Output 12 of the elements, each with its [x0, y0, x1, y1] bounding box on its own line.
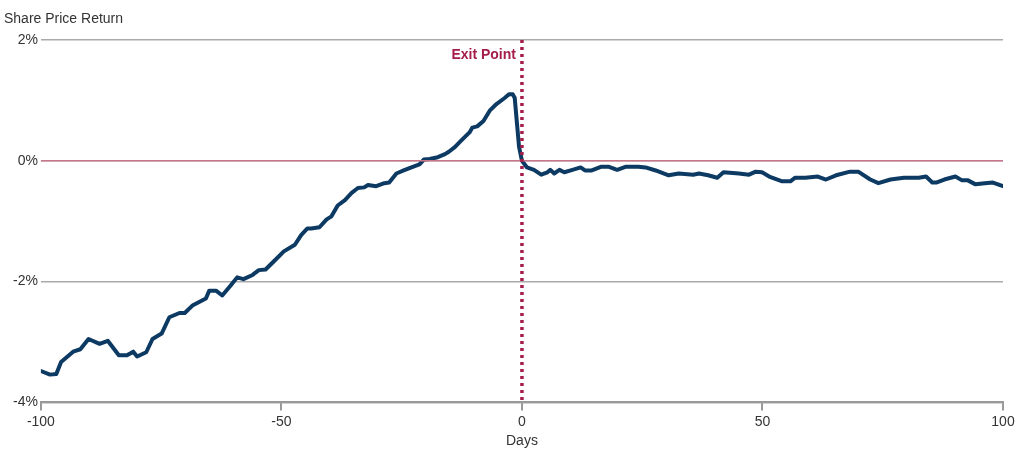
y-tick-label: 2%: [17, 30, 38, 47]
ref-line-label: Exit Point: [451, 45, 517, 62]
x-tick-label: -100: [26, 412, 56, 429]
x-tick-label: -50: [271, 412, 292, 429]
x-axis-title: Days: [506, 432, 538, 449]
y-tick-label: 0%: [17, 151, 38, 168]
y-axis-title: Share Price Return: [4, 10, 124, 26]
y-tick-label: -2%: [12, 272, 38, 289]
y-tick-label: -4%: [12, 393, 38, 410]
x-tick-label: 0: [518, 412, 527, 429]
x-tick-label: 100: [991, 412, 1015, 429]
x-tick-label: 50: [754, 412, 771, 429]
